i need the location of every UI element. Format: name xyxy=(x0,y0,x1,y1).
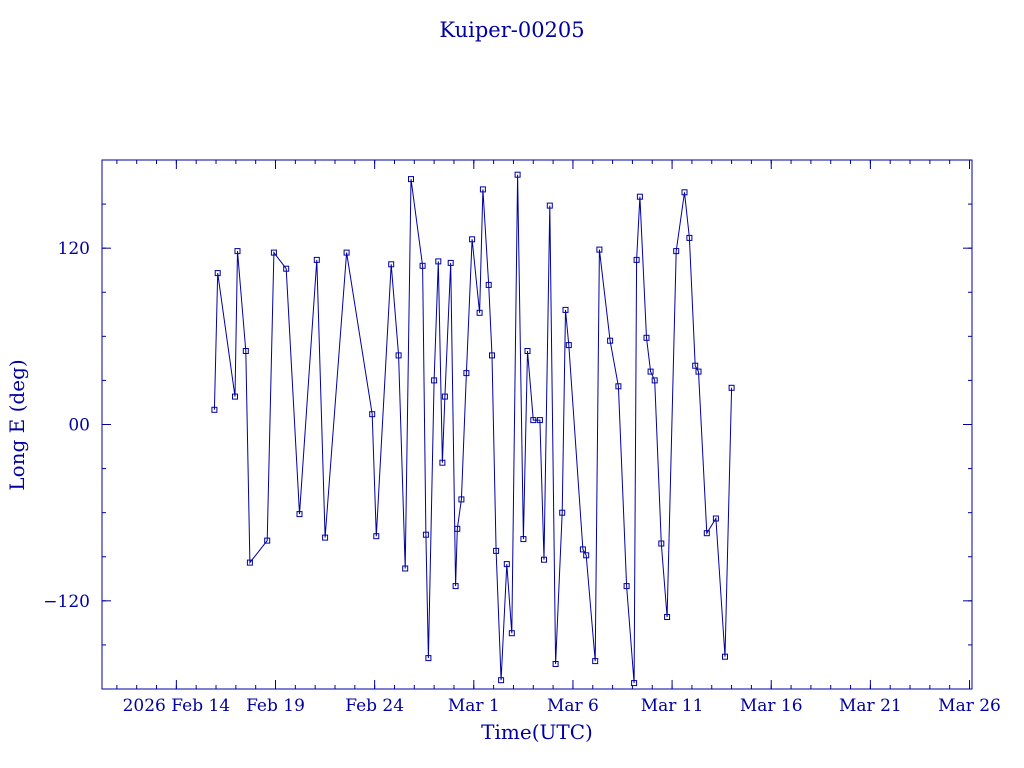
data-point xyxy=(498,677,505,684)
data-point xyxy=(607,337,614,344)
data-point xyxy=(530,417,537,424)
data-point xyxy=(296,511,303,518)
data-point xyxy=(439,459,446,466)
data-point xyxy=(408,176,414,183)
x-tick-label: Mar 11 xyxy=(641,696,704,716)
data-point xyxy=(369,411,376,418)
x-tick-label: 2026 Feb 14 xyxy=(123,696,231,716)
data-point xyxy=(508,630,515,637)
x-tick-label: Mar 21 xyxy=(839,696,902,716)
chart-title: Kuiper-00205 xyxy=(439,18,584,42)
x-tick-label: Feb 24 xyxy=(345,696,404,716)
data-point xyxy=(712,515,719,522)
data-point xyxy=(476,309,483,316)
data-point xyxy=(728,384,735,391)
data-point xyxy=(283,265,290,272)
data-point xyxy=(562,306,569,313)
data-point xyxy=(658,540,665,547)
data-point xyxy=(596,246,603,253)
data-point xyxy=(664,614,671,620)
data-point xyxy=(503,561,510,568)
data-point xyxy=(479,186,486,193)
data-point xyxy=(536,417,543,424)
data-point xyxy=(232,393,238,400)
data-point xyxy=(447,259,454,266)
data-point xyxy=(242,348,249,354)
data-point xyxy=(703,530,710,537)
x-tick-label: Mar 26 xyxy=(938,696,1001,716)
data-point xyxy=(431,377,438,384)
data-point xyxy=(264,537,271,544)
y-axis: 120 00 −120 xyxy=(43,203,972,646)
data-point xyxy=(681,189,688,196)
data-point xyxy=(651,377,658,384)
series-line xyxy=(213,174,733,684)
x-tick-label: Mar 16 xyxy=(740,696,803,716)
data-point xyxy=(692,362,699,369)
data-point xyxy=(463,370,470,377)
data-point xyxy=(541,556,547,563)
data-point xyxy=(214,270,221,277)
data-point xyxy=(524,348,531,354)
data-point xyxy=(583,552,590,559)
data-point xyxy=(643,334,650,341)
data-point xyxy=(402,565,409,572)
data-point xyxy=(246,559,253,566)
data-point xyxy=(425,655,432,662)
x-tick-label: Feb 19 xyxy=(246,696,305,716)
data-point xyxy=(454,525,461,532)
data-point xyxy=(211,406,218,413)
data-point xyxy=(435,258,442,265)
data-point xyxy=(673,248,680,255)
data-point xyxy=(615,383,622,390)
data-point xyxy=(579,546,586,553)
x-axis-label: Time(UTC) xyxy=(481,720,593,744)
data-point xyxy=(422,531,429,538)
x-tick-label: Mar 1 xyxy=(448,696,500,716)
data-point xyxy=(546,202,553,209)
x-axis: 2026 Feb 14 Feb 19 Feb 24 Mar 1 Mar 6 Mar 11 M… xyxy=(116,160,1001,716)
data-point xyxy=(647,368,654,375)
data-point xyxy=(552,661,559,667)
data-point xyxy=(686,234,693,241)
x-tick-label: Mar 6 xyxy=(547,696,599,716)
data-point xyxy=(313,256,320,263)
data-point xyxy=(514,171,521,178)
plot-frame xyxy=(101,159,973,690)
data-point xyxy=(234,248,241,255)
data-point xyxy=(559,509,566,516)
data-point xyxy=(322,534,329,541)
data-point xyxy=(489,352,495,359)
series-line-group xyxy=(213,174,733,684)
data-point xyxy=(493,547,500,554)
data-point xyxy=(592,658,599,665)
data-point xyxy=(458,496,465,503)
data-point xyxy=(343,249,350,256)
data-point xyxy=(633,256,640,263)
data-point xyxy=(373,533,380,540)
data-point xyxy=(270,249,277,256)
data-point xyxy=(695,368,702,375)
data-point xyxy=(520,536,527,543)
data-point xyxy=(722,653,728,660)
data-point xyxy=(441,393,448,400)
y-tick-label: 00 xyxy=(68,416,90,436)
data-point xyxy=(452,583,459,590)
data-point xyxy=(395,352,402,359)
data-point xyxy=(419,262,426,269)
y-tick-label: −120 xyxy=(43,592,90,612)
data-point xyxy=(469,236,476,243)
data-point xyxy=(565,342,572,349)
data-point xyxy=(388,261,395,268)
series-marker-group xyxy=(211,171,735,687)
data-point xyxy=(636,193,643,200)
data-point xyxy=(623,583,630,590)
y-tick-label: 120 xyxy=(58,239,90,259)
y-axis-label: Long E (deg) xyxy=(5,359,29,490)
data-point xyxy=(631,680,638,687)
data-point xyxy=(485,281,492,288)
